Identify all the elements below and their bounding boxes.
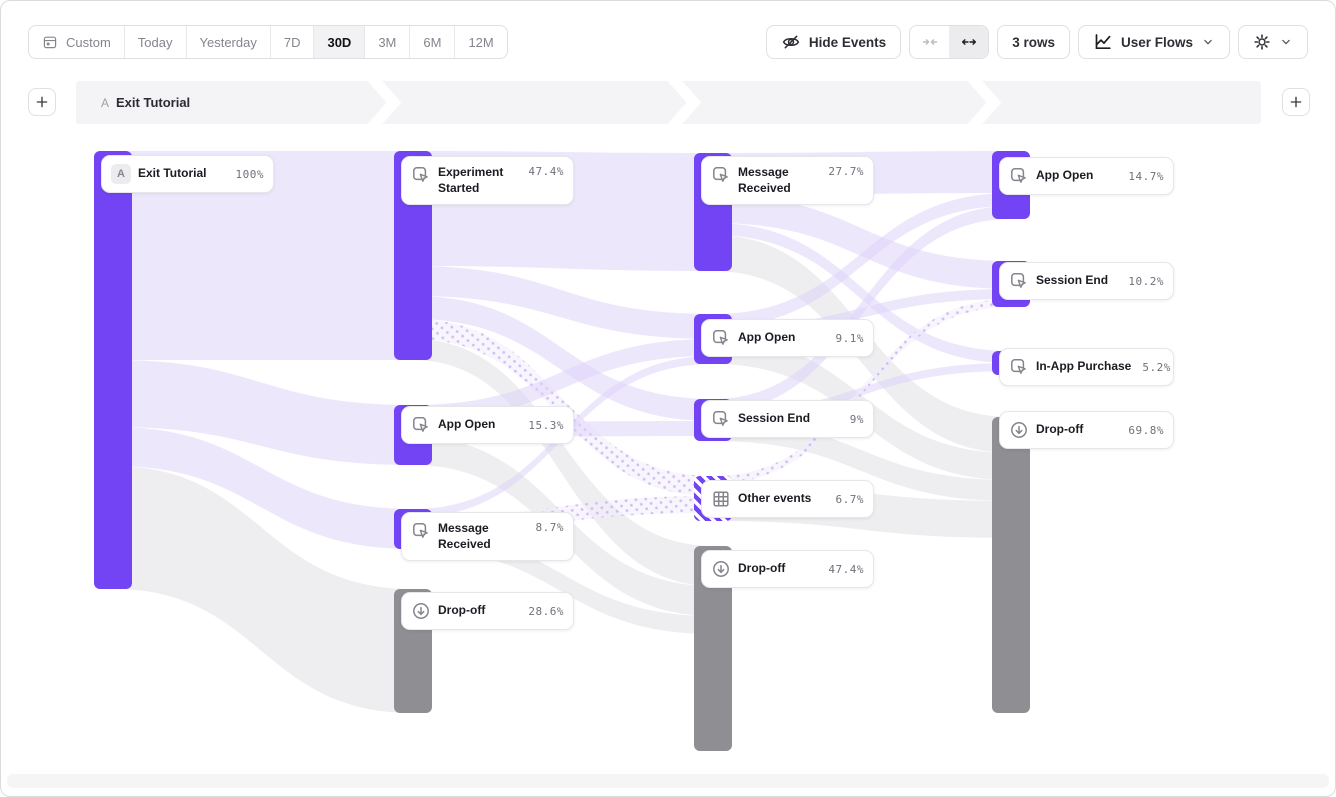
date-range-6m[interactable]: 6M	[410, 26, 456, 58]
rows-button[interactable]: 3 rows	[997, 25, 1070, 59]
node-card-other-events-3[interactable]: Other events 6.7%	[701, 480, 874, 518]
node-label: Message Received	[438, 521, 491, 551]
node-pct: 69.8%	[1128, 423, 1164, 437]
node-card-app-open-3[interactable]: App Open 9.1%	[701, 319, 874, 357]
chevron-down-icon	[1279, 35, 1293, 49]
plus-icon	[34, 94, 50, 110]
date-range-today[interactable]: Today	[125, 26, 187, 58]
node-pct: 100%	[235, 167, 264, 181]
node-pct: 5.2%	[1142, 360, 1171, 374]
grid-icon	[711, 489, 731, 509]
node-label: App Open	[738, 330, 796, 345]
add-step-before-button[interactable]	[28, 88, 56, 116]
add-step-after-button[interactable]	[1282, 88, 1310, 116]
event-icon	[411, 415, 431, 435]
journey-step-letter: A	[101, 95, 110, 110]
date-range-label: Custom	[66, 34, 111, 50]
node-card-app-open-4[interactable]: App Open 14.7%	[999, 157, 1174, 195]
node-pct: 9%	[849, 412, 864, 426]
node-label: Drop-off	[738, 561, 786, 576]
spacing-toggle	[909, 25, 990, 59]
node-label: Drop-off	[438, 603, 486, 618]
eye-off-icon	[781, 32, 801, 52]
event-icon	[1009, 271, 1029, 291]
journey-label: A Exit Tutorial	[101, 81, 190, 124]
node-pct: 9.1%	[835, 331, 864, 345]
node-card-app-open-2[interactable]: App Open 15.3%	[401, 406, 574, 444]
step-a-badge: A	[111, 164, 131, 184]
chevron-down-icon	[1201, 35, 1215, 49]
settings-button[interactable]	[1238, 25, 1308, 59]
node-card-session-end-3[interactable]: Session End 9%	[701, 400, 874, 438]
node-label: App Open	[1036, 168, 1094, 183]
collapse-icon	[921, 33, 939, 51]
horizontal-scrollbar-track[interactable]	[7, 774, 1329, 788]
event-icon	[411, 165, 431, 185]
view-selector-label: User Flows	[1120, 34, 1193, 50]
date-range-selector: Custom Today Yesterday 7D 30D 3M 6M 12M	[28, 25, 508, 59]
node-pct: 47.4%	[828, 562, 864, 576]
node-card-message-received-3[interactable]: Message Received 27.7%	[701, 156, 874, 206]
gear-icon	[1253, 33, 1271, 51]
node-label: Other events	[738, 491, 812, 506]
node-pct: 14.7%	[1128, 169, 1164, 183]
node-pct: 47.4%	[528, 165, 564, 178]
node-card-session-end-4[interactable]: Session End 10.2%	[999, 262, 1174, 300]
date-range-custom[interactable]: Custom	[29, 26, 125, 58]
node-label: Drop-off	[1036, 422, 1084, 437]
node-label: Session End	[1036, 273, 1109, 288]
node-card-dropoff-3[interactable]: Drop-off 47.4%	[701, 550, 874, 588]
node-card-dropoff-2[interactable]: Drop-off 28.6%	[401, 592, 574, 630]
date-range-7d[interactable]: 7D	[271, 26, 315, 58]
event-icon	[1009, 357, 1029, 377]
dropoff-icon	[711, 559, 731, 579]
date-range-12m[interactable]: 12M	[468, 34, 494, 50]
node-card-in-app-purchase-4[interactable]: In-App Purchase 5.2%	[999, 348, 1174, 386]
toolbar: Custom Today Yesterday 7D 30D 3M 6M 12M …	[28, 25, 1308, 59]
collapse-columns-button[interactable]	[910, 26, 949, 58]
rows-label: 3 rows	[1012, 34, 1055, 50]
date-range-3m[interactable]: 3M	[365, 26, 411, 58]
user-flows-chart-icon	[1093, 32, 1113, 52]
event-icon	[711, 409, 731, 429]
node-pct: 8.7%	[535, 521, 564, 534]
event-icon	[711, 328, 731, 348]
node-card-experiment-started[interactable]: Experiment Started 47.4%	[401, 156, 574, 206]
expand-columns-button[interactable]	[949, 26, 989, 58]
sankey-bar-dropoff-4[interactable]	[992, 417, 1030, 713]
hide-events-button[interactable]: Hide Events	[765, 25, 902, 59]
node-pct: 28.6%	[528, 604, 564, 618]
dropoff-icon	[411, 601, 431, 621]
journey-step-name: Exit Tutorial	[116, 95, 191, 110]
node-card-dropoff-4[interactable]: Drop-off 69.8%	[999, 411, 1174, 449]
node-label: Session End	[738, 411, 811, 426]
node-card-exit-tutorial[interactable]: A Exit Tutorial 100%	[101, 155, 274, 193]
node-label: App Open	[438, 417, 496, 432]
step-chevron-separators	[367, 81, 1002, 124]
event-icon	[711, 165, 731, 185]
hide-events-label: Hide Events	[808, 34, 887, 50]
node-pct: 15.3%	[528, 418, 564, 432]
event-icon	[1009, 166, 1029, 186]
node-label: Exit Tutorial	[138, 166, 207, 181]
node-pct: 6.7%	[835, 492, 864, 506]
node-pct: 27.7%	[828, 165, 864, 178]
journey-header-row: A Exit Tutorial	[1, 81, 1335, 124]
view-selector-button[interactable]: User Flows	[1077, 25, 1230, 59]
node-label: In-App Purchase	[1036, 359, 1132, 374]
journey-band[interactable]: A Exit Tutorial	[76, 81, 1261, 124]
date-range-30d[interactable]: 30D	[314, 26, 366, 58]
expand-icon	[960, 33, 978, 51]
date-range-yesterday[interactable]: Yesterday	[187, 26, 271, 58]
node-label: Message Received	[738, 165, 791, 195]
node-label: Experiment Started	[438, 165, 504, 195]
calendar-icon	[42, 34, 58, 50]
plus-icon	[1288, 94, 1304, 110]
sankey-bar-exit-tutorial[interactable]	[94, 151, 132, 589]
node-card-message-received-2[interactable]: Message Received 8.7%	[401, 512, 574, 562]
node-pct: 10.2%	[1128, 274, 1164, 288]
event-icon	[411, 521, 431, 541]
dropoff-icon	[1009, 420, 1029, 440]
